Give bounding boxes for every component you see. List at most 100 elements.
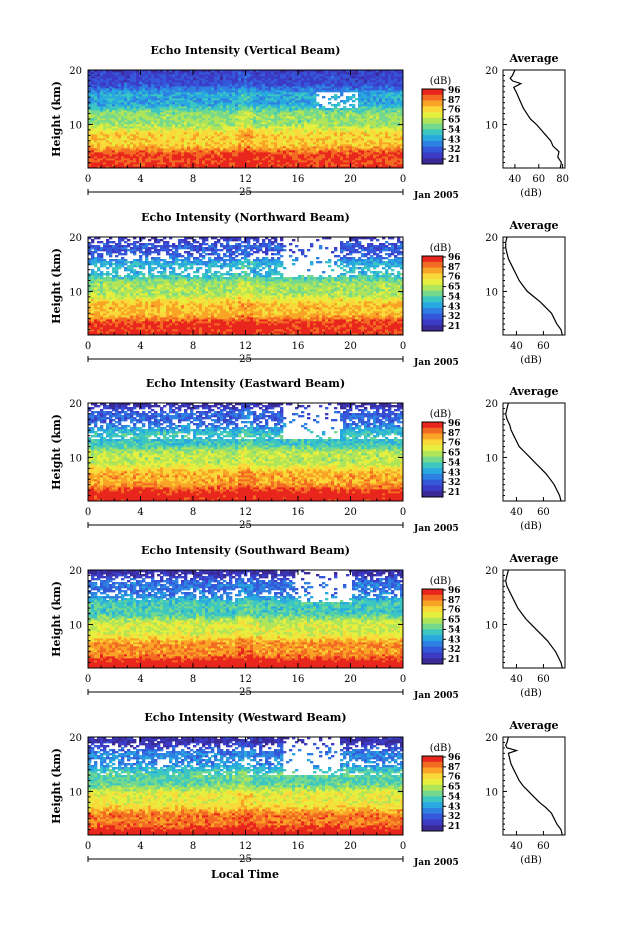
heatmap-cell (331, 160, 335, 163)
heatmap-cell (346, 88, 350, 91)
heatmap-cell (136, 118, 140, 121)
heatmap-cell (145, 166, 149, 169)
heatmap-cell (121, 116, 125, 119)
heatmap-cell (160, 132, 164, 135)
heatmap-cell (250, 88, 254, 91)
heatmap-cell (148, 160, 152, 163)
heatmap-cell (169, 132, 173, 135)
heatmap-cell (193, 152, 197, 155)
heatmap-cell (145, 86, 149, 89)
heatmap-cell (172, 84, 176, 87)
heatmap-cell (340, 74, 344, 77)
heatmap-cell (145, 144, 149, 147)
heatmap-cell (382, 150, 386, 153)
heatmap-cell (127, 158, 131, 161)
heatmap-cell (322, 108, 326, 111)
heatmap-cell (190, 148, 194, 151)
heatmap-cell (301, 88, 305, 91)
heatmap-cell (256, 118, 260, 121)
heatmap-cell (163, 150, 167, 153)
heatmap-cell (247, 128, 251, 131)
heatmap-cell (196, 164, 200, 167)
heatmap-cell (331, 74, 335, 77)
heatmap-cell (253, 90, 257, 93)
heatmap-cell (400, 84, 404, 87)
heatmap-cell (298, 100, 302, 103)
heatmap-cell (382, 76, 386, 79)
heatmap-cell (223, 162, 227, 165)
heatmap-cell (283, 102, 287, 105)
heatmap-cell (211, 122, 215, 125)
heatmap-cell (175, 148, 179, 151)
heatmap-cell (151, 78, 155, 81)
heatmap-cell (376, 130, 380, 133)
heatmap-cell (295, 100, 299, 103)
heatmap-cell (253, 134, 257, 137)
heatmap-cell (400, 76, 404, 79)
heatmap-cell (271, 76, 275, 79)
heatmap-cell (121, 106, 125, 109)
heatmap-cell (175, 108, 179, 111)
heatmap-cell (154, 94, 158, 97)
heatmap-cell (115, 80, 119, 83)
heatmap-cell (394, 112, 398, 115)
heatmap-cell (118, 142, 122, 145)
heatmap-cell (184, 86, 188, 89)
heatmap-cell (394, 160, 398, 163)
heatmap-cell (202, 128, 206, 131)
heatmap-cell (361, 126, 365, 129)
heatmap-cell (394, 142, 398, 145)
heatmap-cell (229, 124, 233, 127)
heatmap-cell (199, 142, 203, 145)
heatmap-cell (334, 118, 338, 121)
heatmap-cell (292, 144, 296, 147)
heatmap-cell (331, 148, 335, 151)
heatmap-cell (193, 118, 197, 121)
heatmap-cell (388, 164, 392, 167)
heatmap-cell (298, 162, 302, 165)
heatmap-cell (136, 130, 140, 133)
heatmap-cell (199, 82, 203, 85)
heatmap-cell (361, 76, 365, 79)
heatmap-cell (382, 128, 386, 131)
heatmap-cell (307, 144, 311, 147)
heatmap-cell (337, 140, 341, 143)
heatmap-cell (391, 98, 395, 101)
heatmap-cell (196, 120, 200, 123)
heatmap-cell (91, 76, 95, 79)
heatmap-cell (235, 110, 239, 113)
heatmap-cell (145, 124, 149, 127)
heatmap-cell (283, 76, 287, 79)
heatmap-cell (295, 118, 299, 121)
heatmap-cell (166, 150, 170, 153)
heatmap-cell (295, 74, 299, 77)
heatmap-cell (88, 90, 92, 93)
heatmap-cell (181, 72, 185, 75)
heatmap-cell (121, 160, 125, 163)
heatmap-cell (151, 162, 155, 165)
heatmap-cell (289, 80, 293, 83)
heatmap-cell (400, 74, 404, 77)
heatmap-cell (310, 124, 314, 127)
heatmap-cell (109, 104, 113, 107)
heatmap-cell (229, 98, 233, 101)
heatmap-cell (109, 120, 113, 123)
heatmap-cell (280, 134, 284, 137)
heatmap-cell (262, 140, 266, 143)
heatmap-cell (298, 74, 302, 77)
heatmap-cell (178, 96, 182, 99)
heatmap-cell (136, 158, 140, 161)
heatmap-cell (160, 102, 164, 105)
heatmap-cell (337, 86, 341, 89)
heatmap-cell (136, 138, 140, 141)
heatmap-cell (121, 80, 125, 83)
heatmap-cell (355, 160, 359, 163)
heatmap-cell (376, 124, 380, 127)
heatmap-cell (232, 82, 236, 85)
heatmap-cell (208, 156, 212, 159)
heatmap-cell (220, 164, 224, 167)
heatmap-cell (109, 72, 113, 75)
heatmap-cell (124, 142, 128, 145)
heatmap-cell (202, 156, 206, 159)
heatmap-cell (322, 152, 326, 155)
